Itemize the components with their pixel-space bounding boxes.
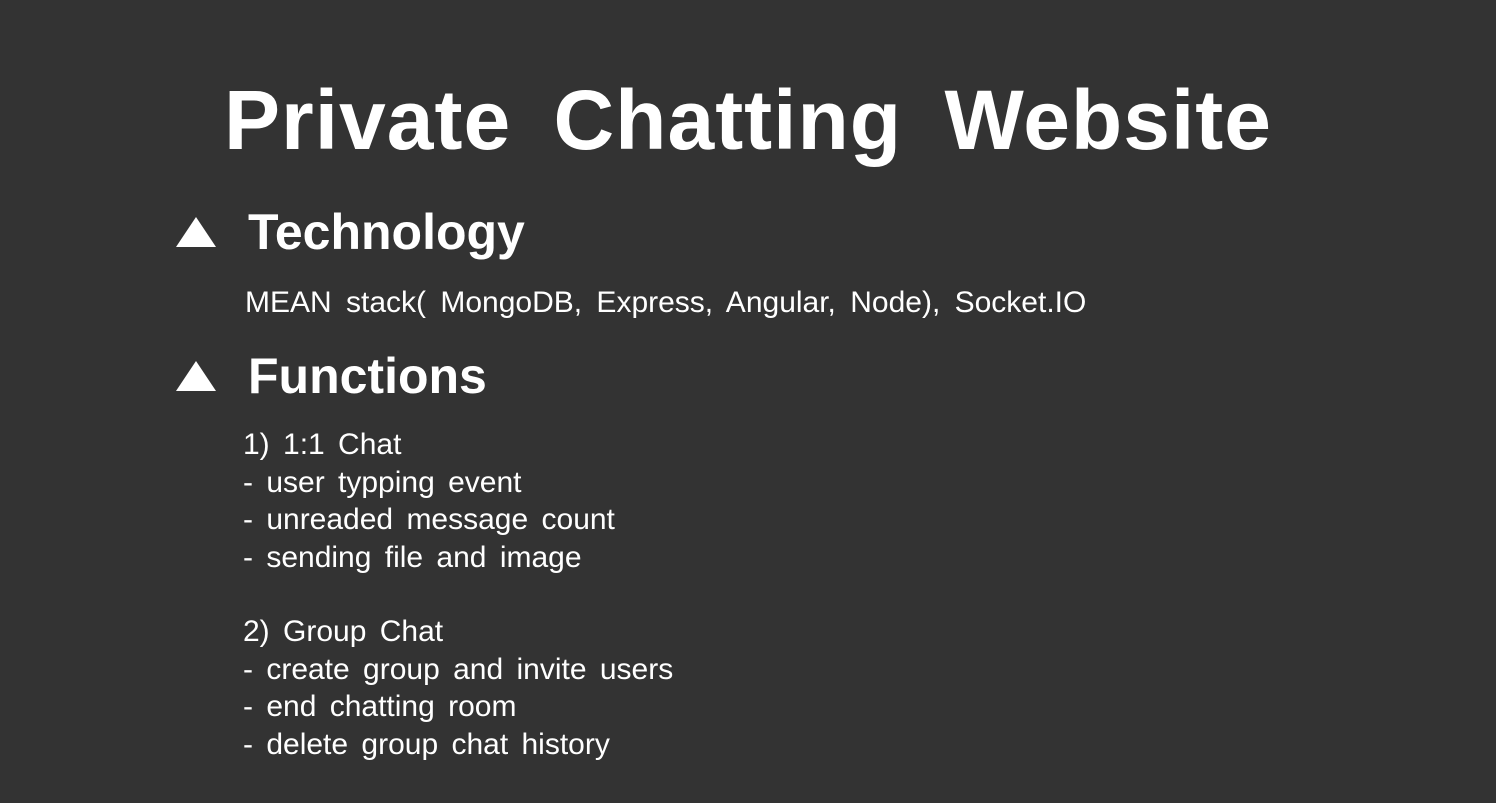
function-group-title: 2) Group Chat [243,615,444,648]
technology-text: MEAN stack( MongoDB, Express, Angular, N… [245,286,1087,319]
technology-heading-row: Technology [176,202,525,262]
triangle-up-icon [176,361,216,391]
list-item: - create group and invite users [243,652,674,686]
list-item: - end chatting room [243,690,517,723]
function-group-title: 1) 1:1 Chat [243,428,402,461]
triangle-up-icon [176,217,216,247]
technology-heading: Technology [248,204,525,260]
function-group-group-chat: 2) Group Chat - create group and invite … [243,613,673,763]
list-item: - unreaded message count [243,503,615,536]
list-item: - delete group chat history [243,727,610,761]
function-group-one-to-one: 1) 1:1 Chat - user typping event - unrea… [243,426,615,576]
list-item: - sending file and image [243,540,582,574]
list-item: - user typping event [243,465,522,499]
slide-title: Private Chatting Website [224,73,1272,167]
functions-heading: Functions [248,348,487,404]
functions-heading-row: Functions [176,346,487,406]
